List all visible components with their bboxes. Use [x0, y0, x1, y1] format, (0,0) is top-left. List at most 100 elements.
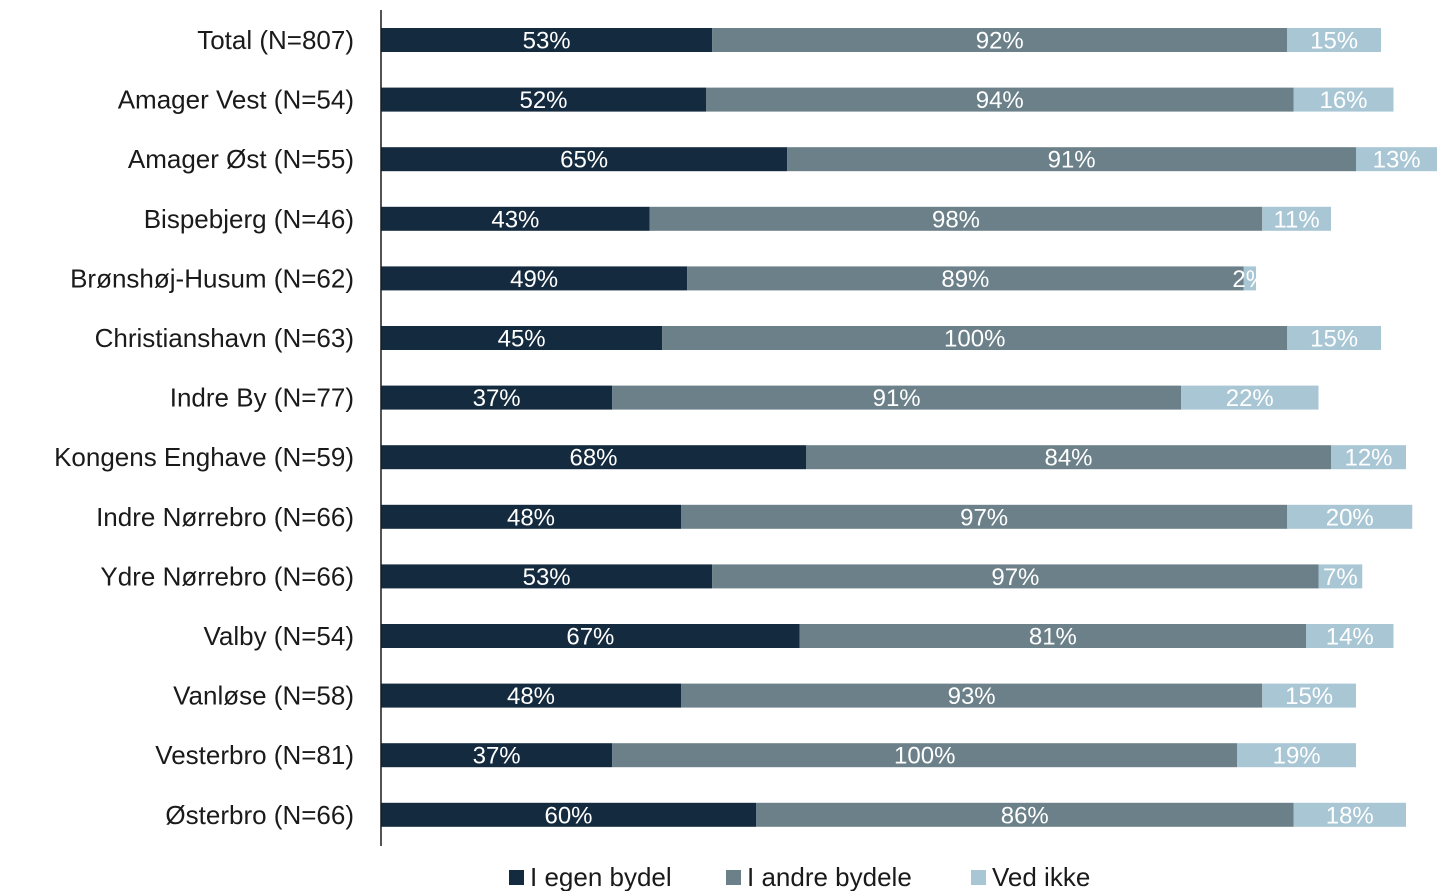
bar-i-andre-bydele [806, 445, 1331, 470]
data-label: 65% [560, 147, 608, 174]
legend-label-i-andre-bydele: I andre bydele [747, 862, 912, 891]
data-label: 22% [1226, 385, 1274, 412]
bar-i-egen-bydel [381, 504, 681, 529]
data-label: 52% [519, 87, 567, 114]
bar-i-egen-bydel [381, 564, 713, 589]
legend-swatch-i-egen-bydel [509, 870, 524, 885]
bar-i-egen-bydel [381, 206, 650, 231]
data-label: 2% [1232, 266, 1267, 293]
category-label: Vanløse (N=58) [173, 681, 354, 711]
data-label: 37% [473, 385, 521, 412]
bar-i-egen-bydel [381, 28, 713, 52]
bar-ved-ikke [1243, 266, 1256, 291]
bar-ved-ikke [1293, 87, 1394, 112]
category-label: Indre Nørrebro (N=66) [96, 502, 354, 532]
data-label: 18% [1326, 802, 1374, 829]
data-label: 53% [523, 28, 571, 55]
data-label: 67% [566, 624, 614, 651]
bar-i-andre-bydele [787, 147, 1356, 172]
bar-i-egen-bydel [381, 683, 681, 708]
bar-i-andre-bydele [687, 266, 1244, 291]
data-label: 100% [894, 743, 955, 770]
data-label: 14% [1326, 624, 1374, 651]
data-label: 53% [523, 564, 571, 591]
data-label: 60% [544, 802, 592, 829]
category-label: Total (N=807) [197, 25, 354, 55]
data-label: 84% [1044, 445, 1092, 472]
bar-ved-ikke [1293, 802, 1406, 827]
bar-i-egen-bydel [381, 445, 806, 470]
data-label: 98% [932, 206, 980, 233]
data-label: 7% [1323, 564, 1358, 591]
bar-ved-ikke [1331, 445, 1406, 470]
data-label: 48% [507, 683, 555, 710]
bar-ved-ikke [1287, 504, 1413, 529]
category-label: Amager Vest (N=54) [118, 85, 354, 115]
data-label: 94% [976, 87, 1024, 114]
bar-i-egen-bydel [381, 743, 613, 768]
bar-i-andre-bydele [706, 87, 1294, 112]
bar-i-andre-bydele [681, 683, 1263, 708]
bar-i-andre-bydele [712, 28, 1288, 52]
bar-i-andre-bydele [612, 385, 1181, 410]
data-label: 16% [1319, 87, 1367, 114]
bar-i-egen-bydel [381, 87, 706, 112]
category-label: Bispebjerg (N=46) [144, 204, 354, 234]
legend-label-ved-ikke: Ved ikke [992, 862, 1090, 891]
category-label: Ydre Nørrebro (N=66) [100, 561, 354, 591]
data-label: 15% [1285, 683, 1333, 710]
data-label: 45% [498, 326, 546, 353]
category-label: Christianshavn (N=63) [95, 323, 354, 353]
bar-i-andre-bydele [756, 802, 1294, 827]
data-label: 19% [1273, 743, 1321, 770]
bar-ved-ikke [1262, 683, 1356, 708]
data-label: 97% [960, 504, 1008, 531]
bar-i-andre-bydele [681, 504, 1288, 529]
category-label: Amager Øst (N=55) [128, 144, 354, 174]
data-label: 93% [948, 683, 996, 710]
data-label: 91% [873, 385, 921, 412]
bar-ved-ikke [1318, 564, 1363, 589]
category-label: Valby (N=54) [203, 621, 354, 651]
data-label: 49% [510, 266, 558, 293]
bars-group [381, 28, 1437, 827]
data-label: 91% [1048, 147, 1096, 174]
data-label: 89% [941, 266, 989, 293]
bar-i-andre-bydele [649, 206, 1263, 231]
data-label: 92% [976, 28, 1024, 55]
data-label: 48% [507, 504, 555, 531]
legend: I egen bydel I andre bydele Ved ikke [509, 862, 1090, 891]
data-label: 15% [1310, 28, 1358, 55]
data-label: 37% [473, 743, 521, 770]
category-label: Østerbro (N=66) [165, 800, 354, 830]
bar-ved-ikke [1181, 385, 1319, 410]
data-label: 15% [1310, 326, 1358, 353]
data-label: 20% [1326, 504, 1374, 531]
bar-i-andre-bydele [712, 564, 1319, 589]
category-label: Indre By (N=77) [170, 383, 354, 413]
data-label: 97% [991, 564, 1039, 591]
data-label: 13% [1373, 147, 1421, 174]
bar-i-egen-bydel [381, 802, 756, 827]
data-label: 86% [1001, 802, 1049, 829]
data-label: 11% [1273, 206, 1319, 233]
bar-i-egen-bydel [381, 624, 800, 648]
bar-ved-ikke [1287, 326, 1381, 350]
category-labels: Total (N=807) Amager Vest (N=54) Amager Øs… [54, 25, 354, 830]
bar-ved-ikke [1237, 743, 1356, 768]
data-label: 100% [944, 326, 1005, 353]
bar-ved-ikke [1356, 147, 1437, 172]
bar-ved-ikke [1306, 624, 1394, 648]
bar-i-egen-bydel [381, 266, 688, 291]
category-label: Kongens Enghave (N=59) [54, 442, 354, 472]
data-label: 81% [1029, 624, 1077, 651]
legend-label-i-egen-bydel: I egen bydel [530, 862, 672, 891]
bar-i-egen-bydel [381, 147, 788, 172]
data-label: 43% [491, 206, 539, 233]
bar-i-andre-bydele [612, 743, 1238, 768]
bar-i-andre-bydele [799, 624, 1306, 648]
legend-swatch-i-andre-bydele [726, 870, 741, 885]
data-label: 68% [569, 445, 617, 472]
bar-ved-ikke [1262, 206, 1331, 231]
